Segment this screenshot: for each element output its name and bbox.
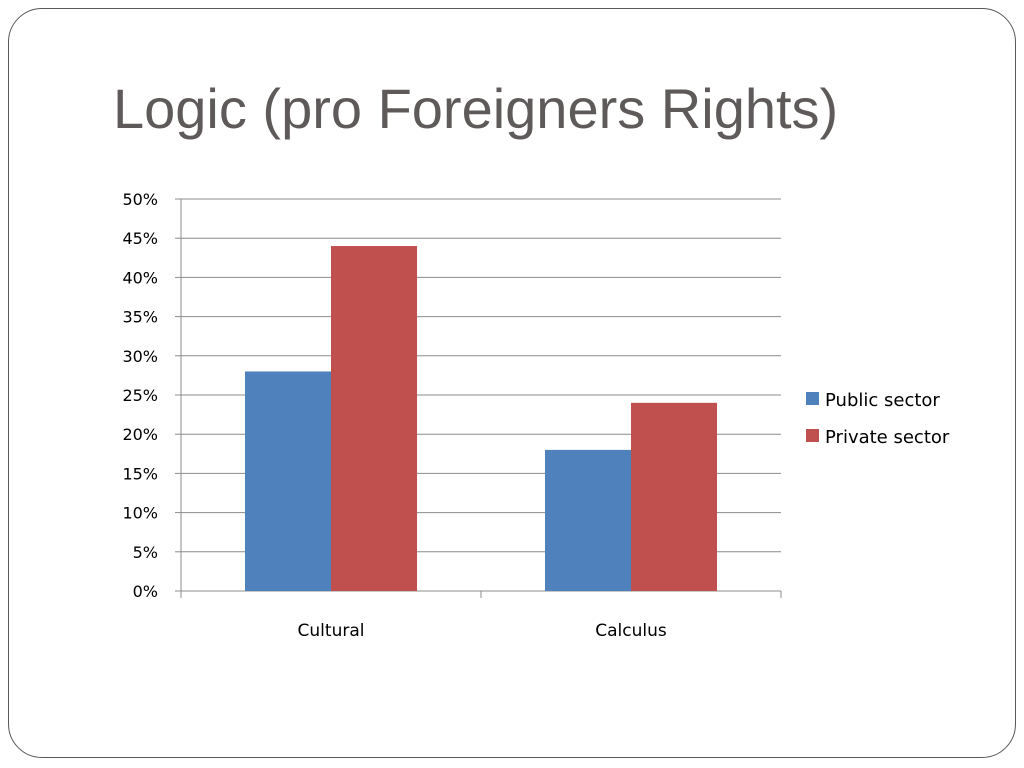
legend: Public sector Private sector xyxy=(806,390,950,448)
y-tick-label: 50% xyxy=(122,190,158,209)
bar-private-sector-calculus xyxy=(631,402,718,591)
legend-label-public-sector: Public sector xyxy=(825,390,940,411)
slide-title: Logic (pro Foreigners Rights) xyxy=(113,77,839,140)
x-category-label: Cultural xyxy=(298,621,365,641)
legend-swatch-public-sector xyxy=(806,392,819,405)
y-tick-label: 15% xyxy=(122,464,158,483)
legend-swatch-private-sector xyxy=(806,429,819,442)
y-tick-label: 40% xyxy=(122,268,158,287)
y-tick-label: 30% xyxy=(122,347,158,366)
axis-labels: 0% 5% 10% 15% 20% 25% 30% 35% 40% 45% 50% Cultural C… xyxy=(122,190,666,641)
slide-frame xyxy=(8,8,1016,758)
x-category-label: Calculus xyxy=(595,621,667,641)
y-tick-label: 20% xyxy=(122,425,158,444)
bars xyxy=(244,246,718,592)
y-tick-label: 25% xyxy=(122,386,158,405)
bar-public-sector-calculus xyxy=(544,449,631,591)
y-tick-label: 0% xyxy=(133,582,158,601)
y-tick-label: 5% xyxy=(133,543,158,562)
legend-label-private-sector: Private sector xyxy=(825,427,950,448)
bar-public-sector-cultural xyxy=(244,371,331,591)
y-tick-label: 45% xyxy=(122,229,158,248)
bar-private-sector-cultural xyxy=(331,246,418,592)
y-tick-label: 35% xyxy=(122,308,158,327)
y-tick-label: 10% xyxy=(122,504,158,523)
